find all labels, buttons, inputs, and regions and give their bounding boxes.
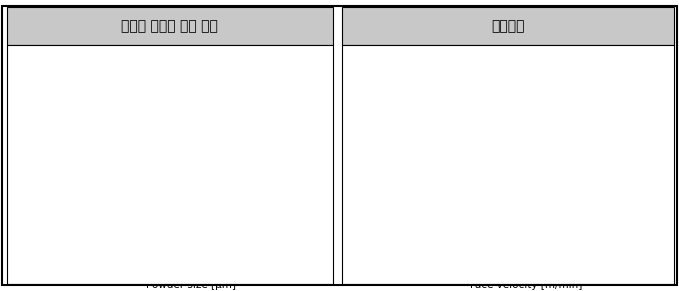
Bar — [268, 146, 298, 255]
5 μm — [460, 177, 469, 181]
Text: 첸가물 입경에 따른 두께: 첸가물 입경에 따른 두께 — [122, 19, 218, 33]
Line: 5 μm: 5 μm — [405, 84, 636, 205]
Line: 50 μm: 50 μm — [405, 124, 636, 221]
Text: 압력손실: 압력손실 — [491, 19, 525, 33]
X-axis label: Powder size [μm]: Powder size [μm] — [146, 280, 236, 290]
25 μm — [460, 199, 469, 202]
25 μm — [404, 216, 412, 220]
10 μm — [572, 138, 581, 142]
50 μm — [404, 216, 412, 220]
5 μm — [517, 146, 525, 149]
10 μm — [460, 195, 469, 199]
50 μm — [517, 178, 525, 181]
25 μm — [572, 146, 581, 149]
5 μm — [572, 115, 581, 118]
5 μm — [629, 85, 637, 88]
Bar — [145, 143, 176, 255]
Legend: 5 μm, 10 μm, 25 μm, 50 μm: 5 μm, 10 μm, 25 μm, 50 μm — [396, 61, 447, 108]
25 μm — [517, 173, 525, 176]
Line: 25 μm: 25 μm — [405, 117, 636, 221]
X-axis label: Face velocity [m/min]: Face velocity [m/min] — [470, 280, 583, 290]
5 μm — [404, 200, 412, 204]
50 μm — [572, 154, 581, 158]
Bar — [84, 146, 114, 255]
10 μm — [517, 172, 525, 176]
10 μm — [404, 216, 412, 220]
Y-axis label: Thickness [mm]: Thickness [mm] — [31, 114, 41, 198]
50 μm — [629, 125, 637, 128]
Bar — [206, 146, 237, 255]
Y-axis label: Pressure drop [mmH₂O]: Pressure drop [mmH₂O] — [348, 94, 359, 218]
50 μm — [460, 200, 469, 204]
25 μm — [629, 118, 637, 121]
10 μm — [629, 106, 637, 109]
Line: 10 μm: 10 μm — [405, 105, 636, 221]
